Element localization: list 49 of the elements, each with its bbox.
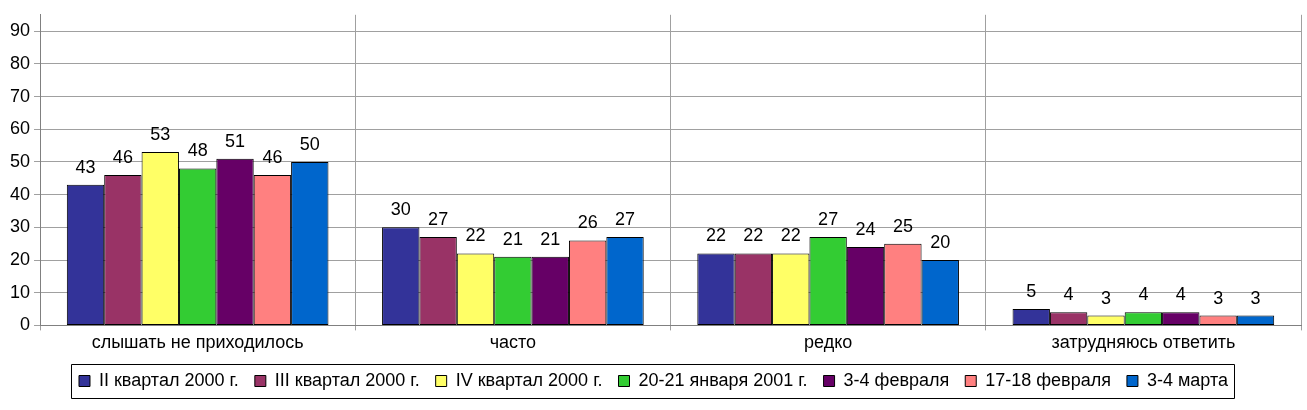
legend-label: II квартал 2000 г. bbox=[99, 369, 239, 390]
data-label: 3 bbox=[1100, 287, 1112, 308]
x-tick-label: часто bbox=[489, 332, 537, 353]
x-tick-label: слышать не приходилось bbox=[91, 332, 304, 353]
data-label: 25 bbox=[892, 215, 913, 236]
legend-label: 17-18 февраля bbox=[985, 369, 1111, 390]
data-label: 26 bbox=[577, 212, 598, 233]
data-label: 43 bbox=[75, 156, 96, 177]
data-label: 53 bbox=[150, 124, 171, 145]
data-label: 46 bbox=[262, 146, 283, 167]
y-tick-label: 10 bbox=[9, 281, 31, 302]
data-label: 46 bbox=[112, 146, 133, 167]
y-tick-label: 80 bbox=[9, 52, 31, 73]
data-label: 4 bbox=[1138, 284, 1149, 305]
data-label: 27 bbox=[428, 209, 449, 230]
legend-label: III квартал 2000 г. bbox=[274, 369, 420, 390]
data-label: 21 bbox=[502, 228, 523, 249]
y-tick-label: 30 bbox=[9, 216, 31, 237]
data-label: 30 bbox=[390, 199, 411, 220]
data-label: 22 bbox=[743, 225, 764, 246]
data-label: 27 bbox=[615, 209, 636, 230]
y-tick-label: 50 bbox=[9, 150, 31, 171]
y-tick-label: 20 bbox=[9, 248, 31, 269]
data-label: 4 bbox=[1175, 284, 1186, 305]
data-label: 5 bbox=[1026, 281, 1037, 302]
data-label: 3 bbox=[1213, 287, 1224, 308]
data-label: 20 bbox=[930, 231, 951, 252]
data-label: 48 bbox=[187, 140, 208, 161]
data-label: 22 bbox=[780, 225, 801, 246]
y-tick-label: 40 bbox=[9, 183, 31, 204]
data-label: 3 bbox=[1250, 287, 1261, 308]
y-tick-label: 70 bbox=[9, 85, 31, 106]
data-label: 51 bbox=[225, 130, 246, 151]
data-label: 21 bbox=[540, 228, 561, 249]
data-label: 27 bbox=[818, 209, 839, 230]
data-label: 24 bbox=[855, 218, 876, 239]
x-tick-label: затрудняюсь ответить bbox=[1051, 332, 1236, 353]
y-tick-label: 60 bbox=[9, 118, 31, 139]
legend-label: 3-4 марта bbox=[1146, 369, 1229, 390]
y-tick-label: 0 bbox=[20, 314, 31, 335]
data-label: 22 bbox=[465, 225, 486, 246]
x-tick-label: редко bbox=[804, 332, 853, 353]
y-tick-label: 90 bbox=[9, 20, 31, 41]
legend-label: 3-4 февраля bbox=[843, 369, 950, 390]
data-label: 50 bbox=[299, 133, 320, 154]
legend-label: IV квартал 2000 г. bbox=[455, 369, 603, 390]
data-label: 22 bbox=[705, 225, 727, 246]
legend-label: 20-21 января 2001 г. bbox=[638, 369, 808, 390]
data-label: 4 bbox=[1063, 284, 1074, 305]
